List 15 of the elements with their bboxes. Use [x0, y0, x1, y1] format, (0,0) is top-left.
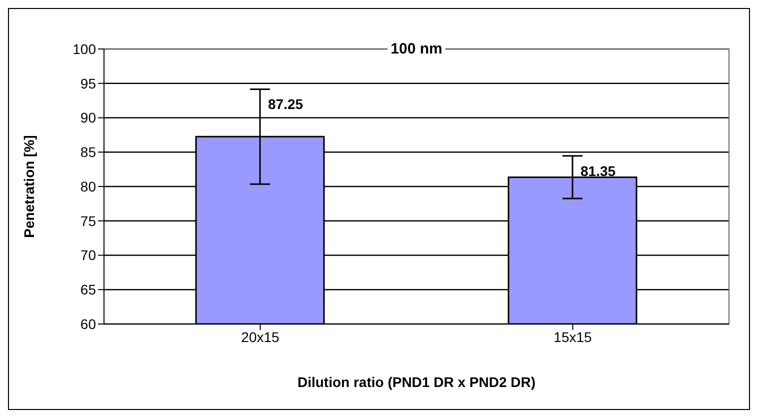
y-tick-label: 70 — [80, 247, 96, 264]
x-tick-label: 20x15 — [241, 328, 280, 345]
y-tick-label: 65 — [80, 282, 96, 298]
x-tick-label: 15x15 — [554, 328, 592, 345]
y-tick-label: 100 — [72, 40, 96, 57]
y-tick-label: 60 — [80, 316, 96, 332]
y-tick-label: 80 — [80, 178, 96, 194]
y-tick-label: 85 — [80, 144, 96, 160]
y-tick-label: 90 — [80, 110, 96, 126]
y-tick-label: 95 — [80, 75, 96, 92]
data-label: 81.35 — [580, 162, 616, 179]
y-tick-label: 75 — [80, 212, 96, 229]
x-axis-title: Dilution ratio (PND1 DR x PND2 DR) — [297, 374, 536, 390]
data-label: 87.25 — [268, 96, 304, 112]
y-axis-title: Penetration [%] — [20, 135, 37, 238]
